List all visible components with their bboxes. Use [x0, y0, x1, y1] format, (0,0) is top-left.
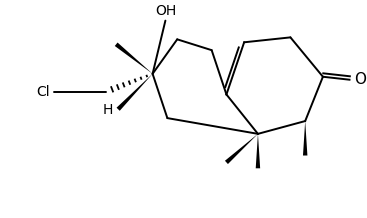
Polygon shape [256, 134, 260, 168]
Text: O: O [355, 72, 366, 87]
Polygon shape [117, 74, 153, 111]
Polygon shape [115, 43, 153, 74]
Polygon shape [225, 134, 258, 164]
Text: Cl: Cl [37, 85, 50, 99]
Text: H: H [103, 103, 113, 117]
Text: OH: OH [155, 4, 176, 18]
Polygon shape [303, 121, 308, 155]
